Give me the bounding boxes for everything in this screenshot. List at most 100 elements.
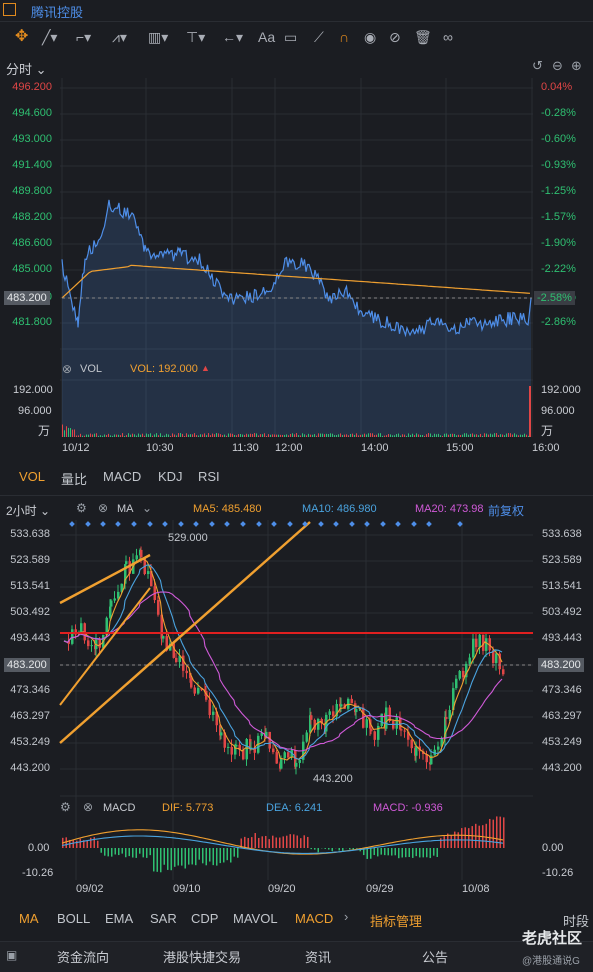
stock-title[interactable]: 腾讯控股 xyxy=(31,5,84,20)
eye-icon[interactable]: ◉ xyxy=(364,29,377,45)
volume-bar xyxy=(108,433,109,437)
chevron-down-icon[interactable]: ⌄ xyxy=(142,501,153,515)
wave-icon[interactable]: ⩘▾ xyxy=(112,29,127,45)
btab-macd[interactable]: MACD xyxy=(295,911,334,926)
volume-bar xyxy=(220,434,221,437)
ruler-icon[interactable]: ⟋ xyxy=(314,29,324,45)
trendline-upper[interactable] xyxy=(59,553,151,605)
volume-bar xyxy=(284,434,285,437)
volume-bar xyxy=(502,434,503,437)
macd-bar xyxy=(450,835,452,848)
macd-bar xyxy=(209,848,211,862)
date-tick-2: 09/20 xyxy=(268,883,296,895)
volume-bar xyxy=(378,433,379,437)
volume-bar xyxy=(436,434,437,437)
candle-body xyxy=(105,617,108,635)
volume-bar xyxy=(448,434,449,437)
macd-bar xyxy=(503,817,505,848)
period-selector[interactable]: 分时 ⌄ xyxy=(6,59,47,78)
zoom-out-icon[interactable]: ⊖ xyxy=(552,58,563,73)
text-icon[interactable]: Aa xyxy=(258,29,276,45)
macd-close-icon[interactable]: ⊗ xyxy=(83,800,94,814)
volume-bar xyxy=(416,433,417,437)
window-icon[interactable] xyxy=(3,3,16,16)
watermark: 老虎社区 xyxy=(522,930,583,947)
kline-period-selector[interactable]: 2小时 ⌄ xyxy=(6,502,50,519)
vol-close-icon[interactable]: ⊗ xyxy=(62,362,73,376)
time-period-button[interactable]: 时段 xyxy=(563,914,590,929)
macd-bar xyxy=(433,848,435,856)
zoom-in-icon[interactable]: ⊕ xyxy=(571,58,582,73)
kline-current-price-tag-right: 483.200 xyxy=(538,658,584,672)
tab-rsi[interactable]: RSI xyxy=(198,469,220,484)
vol-label[interactable]: VOL xyxy=(80,363,103,375)
ma10-line xyxy=(63,564,503,760)
macd-bar xyxy=(125,848,127,858)
macd-bar xyxy=(93,837,95,848)
tab-volume-ratio[interactable]: 量比 xyxy=(61,472,88,487)
settings-icon[interactable]: ⚙ xyxy=(76,501,87,515)
volume-bar xyxy=(192,434,193,437)
trendline-middle[interactable] xyxy=(59,587,151,706)
macd-settings-icon[interactable]: ⚙ xyxy=(60,800,71,814)
parallel-lines-icon[interactable]: ▥▾ xyxy=(148,29,169,45)
line-icon[interactable]: ╱▾ xyxy=(42,29,58,45)
volume-bar xyxy=(408,433,409,437)
btab-ema[interactable]: EMA xyxy=(105,911,134,926)
btab-boll[interactable]: BOLL xyxy=(57,911,91,926)
volume-bar xyxy=(390,434,391,437)
candle-body xyxy=(182,655,185,671)
candle-body xyxy=(488,638,491,651)
macd-bar xyxy=(324,848,326,849)
tab-kdj[interactable]: KDJ xyxy=(158,469,183,484)
adjust-selector[interactable]: 前复权 xyxy=(488,504,525,518)
trendline-lower[interactable] xyxy=(59,521,311,744)
footer-capital-flow[interactable]: 资金流向 xyxy=(57,950,110,965)
macd-histogram xyxy=(62,816,505,873)
candle-body xyxy=(295,762,298,767)
macd-bar xyxy=(342,848,344,852)
macd-label[interactable]: MACD xyxy=(103,802,136,814)
comment-icon[interactable]: ▭ xyxy=(284,29,298,45)
ma-label[interactable]: MA xyxy=(117,503,134,515)
chevron-right-icon[interactable]: › xyxy=(344,909,349,924)
candle-body xyxy=(109,606,112,618)
volume-bar xyxy=(202,434,203,437)
move-icon[interactable]: ✥ xyxy=(15,28,29,45)
candle-body xyxy=(178,655,181,663)
hide-icon[interactable]: ⊘ xyxy=(389,29,401,45)
macd-bar xyxy=(146,848,148,858)
footer-quick-trade[interactable]: 港股快捷交易 xyxy=(163,950,242,965)
indicator-manage[interactable]: 指标管理 xyxy=(370,914,423,929)
link-icon[interactable]: ∞ xyxy=(443,29,453,45)
rectangle-icon[interactable]: ⌐▾ xyxy=(76,29,92,45)
kline-price-tick: 443.200 xyxy=(10,762,50,774)
reset-icon[interactable]: ↺ xyxy=(532,58,543,73)
volume-bar xyxy=(66,426,67,437)
price-tick: 488.200 xyxy=(12,211,52,223)
tab-macd[interactable]: MACD xyxy=(103,469,142,484)
arrow-icon[interactable]: ←▾ xyxy=(222,29,244,45)
footer-news[interactable]: 资讯 xyxy=(305,950,332,965)
event-markers[interactable] xyxy=(69,521,463,527)
trash-icon[interactable]: 🗑 xyxy=(414,29,432,45)
btab-mavol[interactable]: MAVOL xyxy=(233,911,278,926)
btab-sar[interactable]: SAR xyxy=(150,911,177,926)
candle-body xyxy=(458,670,461,679)
footer-announcements[interactable]: 公告 xyxy=(422,950,449,965)
tab-vol[interactable]: VOL xyxy=(19,469,46,484)
btab-ma[interactable]: MA xyxy=(19,911,39,926)
panel-toggle-icon[interactable]: ▣ xyxy=(6,948,18,962)
macd-bar xyxy=(181,848,183,866)
volume-bar xyxy=(188,434,189,437)
ma-close-icon[interactable]: ⊗ xyxy=(98,501,109,515)
macd-bar xyxy=(128,848,130,857)
btab-cdp[interactable]: CDP xyxy=(191,911,219,926)
volume-bar xyxy=(272,434,273,437)
volume-bar xyxy=(120,435,121,437)
vertical-line-icon[interactable]: ⊤▾ xyxy=(186,29,206,45)
volume-bar xyxy=(318,433,319,437)
volume-bar xyxy=(200,434,201,437)
volume-bar xyxy=(380,433,381,437)
magnet-icon[interactable]: ∩ xyxy=(339,29,350,45)
